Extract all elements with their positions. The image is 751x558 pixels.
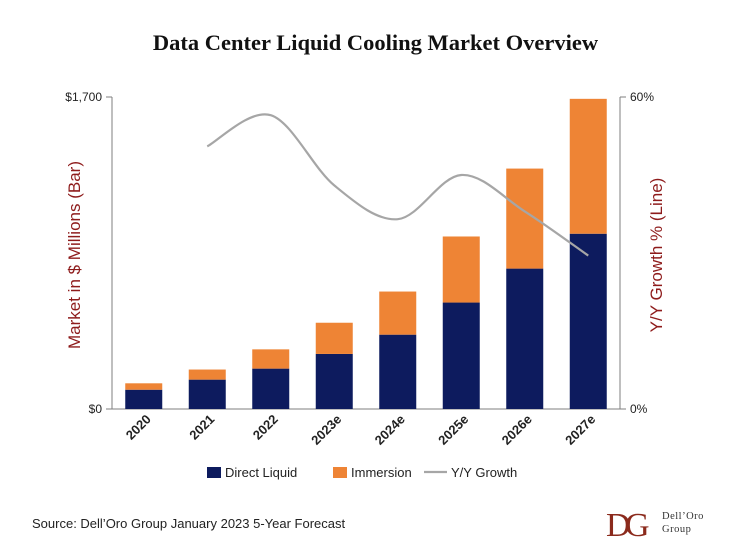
- x-tick-label-2022: 2022: [250, 412, 281, 443]
- x-tick-label-2027e: 2027e: [562, 412, 598, 448]
- logo-line2: Group: [662, 524, 692, 535]
- y-left-tick-label-min: $0: [89, 402, 103, 416]
- bar-direct-liquid-2021: [188, 379, 226, 409]
- bar-direct-liquid-2025e: [442, 302, 480, 409]
- legend: Direct Liquid Immersion Y/Y Growth: [207, 465, 517, 480]
- bar-immersion-2024e: [379, 291, 417, 335]
- bar-immersion-2027e: [569, 98, 607, 234]
- legend-swatch-direct-liquid: [207, 467, 221, 478]
- growth-line: [206, 113, 589, 257]
- x-tick-label-2025e: 2025e: [435, 412, 471, 448]
- y-right-tick-label-min: 0%: [630, 402, 648, 416]
- x-tick-labels: 2020 2021 2022 2023e 2024e 2025e 2026e 2027e: [123, 412, 599, 448]
- chart-area: Market in $ Millions (Bar) Y/Y Growth % …: [65, 90, 666, 480]
- bar-direct-liquid-2024e: [379, 334, 417, 409]
- dell-oro-logo-text: Dell’Oro Group: [662, 510, 704, 536]
- x-tick-label-2023e: 2023e: [308, 412, 344, 448]
- y-right-tick-label-max: 60%: [630, 90, 654, 104]
- bar-immersion-2023e: [315, 322, 353, 354]
- legend-label-direct-liquid: Direct Liquid: [225, 465, 297, 480]
- x-tick-label-2021: 2021: [186, 412, 217, 443]
- bar-direct-liquid-2027e: [569, 233, 607, 409]
- logo-line1: Dell’Oro: [662, 511, 704, 522]
- bar-immersion-2025e: [442, 236, 480, 303]
- dell-oro-logo-mark: D G: [606, 507, 650, 541]
- legend-label-immersion: Immersion: [351, 465, 412, 480]
- dell-oro-logo: D G Dell’Oro Group: [606, 505, 716, 545]
- bar-direct-liquid-2023e: [315, 353, 353, 409]
- x-tick-label-2024e: 2024e: [372, 412, 408, 448]
- y-axis-right-label: Y/Y Growth % (Line): [647, 178, 666, 333]
- legend-swatch-immersion: [333, 467, 347, 478]
- bar-direct-liquid-2020: [125, 389, 163, 409]
- chart-title: Data Center Liquid Cooling Market Overvi…: [152, 30, 599, 55]
- bar-immersion-2020: [125, 383, 163, 390]
- source-note: Source: Dell’Oro Group January 2023 5-Ye…: [32, 516, 346, 531]
- bar-direct-liquid-2026e: [506, 268, 544, 409]
- bar-immersion-2022: [252, 349, 290, 369]
- svg-text:G: G: [625, 507, 650, 541]
- bar-immersion-2026e: [506, 168, 544, 269]
- y-axis-left-label: Market in $ Millions (Bar): [65, 161, 84, 349]
- y-left-tick-label-max: $1,700: [65, 90, 102, 104]
- bar-direct-liquid-2022: [252, 368, 290, 409]
- bar-immersion-2021: [188, 369, 226, 380]
- x-tick-label-2026e: 2026e: [499, 412, 535, 448]
- legend-label-growth: Y/Y Growth: [451, 465, 517, 480]
- bar-group: [125, 98, 607, 409]
- svg-text:D: D: [606, 507, 631, 541]
- x-tick-label-2020: 2020: [123, 412, 154, 443]
